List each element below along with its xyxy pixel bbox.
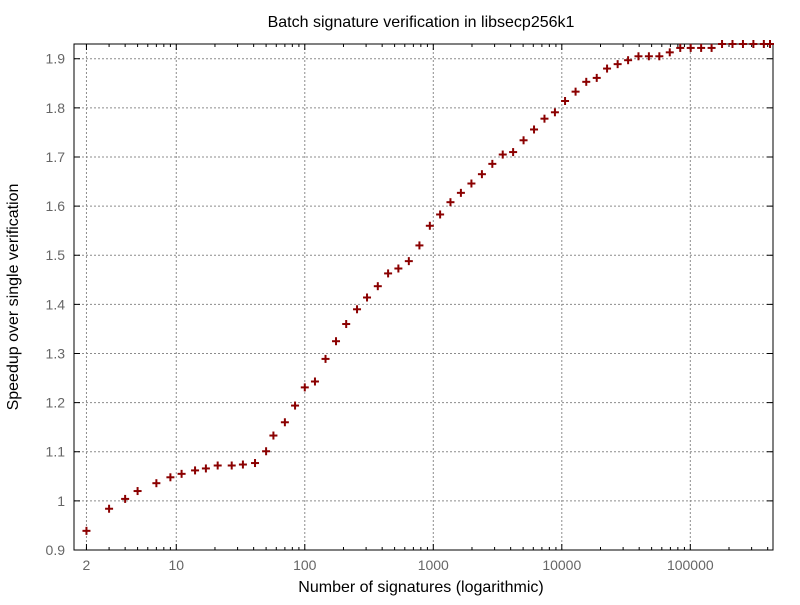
data-point (300, 383, 309, 392)
data-point (373, 282, 382, 291)
y-tick-label: 1.9 (46, 51, 66, 67)
data-point (342, 320, 351, 329)
x-tick-label: 100 (293, 557, 317, 573)
data-point (530, 125, 539, 134)
data-points (82, 40, 775, 535)
y-tick-label: 1.4 (46, 296, 66, 312)
data-point (105, 504, 114, 513)
data-point (728, 40, 737, 48)
data-point (456, 188, 465, 197)
data-point (201, 464, 210, 473)
data-point (191, 466, 200, 475)
data-point (697, 43, 706, 52)
data-point (613, 60, 622, 69)
data-point (766, 40, 775, 48)
y-axis-label: Speedup over single verification (5, 184, 22, 411)
data-point (384, 269, 393, 278)
x-tick-label: 100000 (667, 557, 714, 573)
data-point (718, 40, 727, 48)
y-tick-label: 1.2 (46, 395, 66, 411)
data-point (738, 40, 747, 48)
data-point (540, 114, 549, 123)
data-point (415, 241, 424, 250)
data-point (592, 73, 601, 82)
data-point (488, 159, 497, 168)
y-tick-label: 1.3 (46, 345, 66, 361)
data-point (238, 460, 247, 469)
data-point (561, 96, 570, 105)
y-tick-label: 1.5 (46, 247, 66, 263)
data-point (310, 377, 319, 386)
x-tick-label: 10000 (542, 557, 581, 573)
chart-title: Batch signature verification in libsecp2… (268, 14, 575, 31)
data-point (519, 136, 528, 145)
y-tick-label: 1.6 (46, 198, 66, 214)
data-point (262, 447, 271, 456)
data-point (213, 461, 222, 470)
data-point (655, 52, 664, 61)
data-point (707, 43, 716, 52)
data-point (363, 293, 372, 302)
x-tick-label: 1000 (418, 557, 449, 573)
plot-frame (73, 43, 774, 551)
data-point (251, 459, 260, 468)
data-point (582, 77, 591, 86)
axis-ticks: 0.9 1 1.1 1.2 1.3 1.4 1.5 1.6 1.7 1.8 1.9 2 10 100 100… (46, 44, 773, 573)
x-tick-label: 10 (168, 557, 184, 573)
x-axis-label: Number of signatures (logarithmic) (298, 579, 543, 596)
data-point (133, 487, 142, 496)
data-point (425, 221, 434, 230)
y-tick-label: 1.8 (46, 100, 66, 116)
data-point (498, 150, 507, 159)
data-point (644, 52, 653, 61)
data-point (603, 64, 612, 73)
data-point (550, 108, 559, 117)
data-point (321, 354, 330, 363)
data-point (686, 43, 695, 52)
x-tick-label: 2 (83, 557, 91, 573)
data-point (280, 418, 289, 427)
data-point (82, 526, 91, 535)
y-tick-label: 1.7 (46, 149, 66, 165)
data-point (634, 52, 643, 61)
y-tick-label: 1 (57, 493, 65, 509)
data-point (676, 43, 685, 52)
data-point (394, 264, 403, 273)
data-point (436, 210, 445, 219)
data-point (166, 473, 175, 482)
data-point (353, 305, 362, 314)
data-point (571, 87, 580, 96)
data-point (177, 469, 186, 478)
data-point (509, 148, 518, 157)
data-point (467, 179, 476, 188)
data-point (227, 461, 236, 470)
data-point (446, 198, 455, 207)
data-point (291, 401, 300, 410)
data-point (665, 48, 674, 57)
data-point (332, 337, 341, 346)
y-tick-label: 0.9 (46, 542, 66, 558)
grid-lines (74, 44, 773, 551)
data-point (749, 40, 758, 48)
data-point (269, 431, 278, 440)
data-point (404, 257, 413, 266)
y-tick-label: 1.1 (46, 444, 66, 460)
data-point (121, 494, 130, 503)
data-point (152, 479, 161, 488)
data-point (624, 56, 633, 65)
data-point (477, 170, 486, 179)
